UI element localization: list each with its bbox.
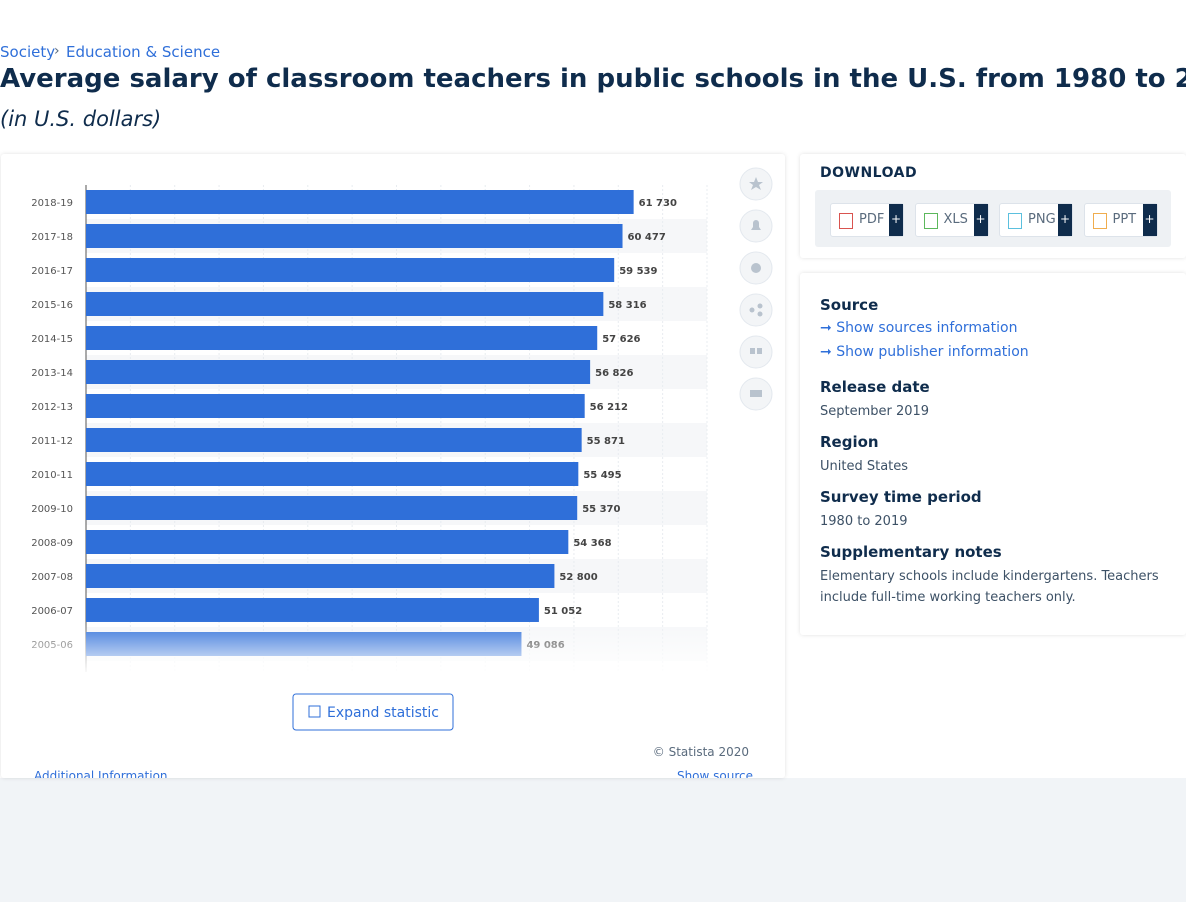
file-icon — [1008, 213, 1022, 229]
bar — [86, 292, 604, 316]
download-button[interactable]: PPT + — [1083, 203, 1158, 237]
format-label[interactable]: PDF — [859, 212, 885, 227]
detail-label: Survey time period — [820, 488, 982, 506]
data-label: 56 826 — [595, 368, 633, 379]
bar — [86, 462, 579, 486]
file-icon — [1092, 213, 1107, 229]
detail-value: Elementary schools include kindergartens… — [820, 569, 1159, 605]
bar — [86, 258, 615, 282]
data-label: 57 626 — [602, 334, 640, 345]
show-source[interactable]: Show source — [677, 769, 753, 778]
data-label: 54 368 — [573, 538, 611, 549]
breadcrumb[interactable]: Society — [0, 43, 56, 61]
y-tick-label: 2008-09 — [31, 538, 73, 549]
file-icon — [839, 213, 853, 229]
bar — [86, 360, 591, 384]
data-label: 61 730 — [639, 198, 677, 209]
expand-icon — [308, 705, 321, 718]
data-label: 51 052 — [544, 606, 582, 617]
copyright: © Statista 2020 — [653, 745, 749, 759]
data-label: 55 871 — [587, 436, 625, 447]
data-label: 60 477 — [628, 232, 666, 243]
plus[interactable]: + — [1058, 204, 1072, 236]
detail-label: Region — [820, 433, 879, 451]
data-label: 59 539 — [619, 266, 657, 277]
bar — [86, 564, 555, 588]
download-button[interactable]: XLS + — [914, 203, 989, 237]
data-label: 55 370 — [582, 504, 620, 515]
bar — [86, 428, 582, 452]
side-tools — [739, 167, 773, 411]
y-tick-label: 2011-12 — [31, 436, 73, 447]
subtitle: (in U.S. dollars) — [0, 107, 162, 131]
download-button[interactable]: PDF + — [830, 203, 904, 237]
detail-value: 1980 to 2019 — [820, 514, 908, 529]
data-label: 58 316 — [608, 300, 646, 311]
chart: 2018-19 61 730 2017-18 60 477 2016-17 59 539 2… — [1, 167, 773, 778]
data-label: 55 495 — [583, 470, 621, 481]
separator: › — [54, 43, 60, 59]
y-tick-label: 2006-07 — [31, 606, 73, 617]
file-icon — [923, 213, 938, 229]
data-label: 52 800 — [559, 572, 597, 583]
bar — [86, 224, 623, 248]
bar — [86, 530, 569, 554]
fade — [1, 620, 721, 676]
y-tick-label: 2016-17 — [31, 266, 73, 277]
y-tick-label: 2017-18 — [31, 232, 73, 243]
format-label[interactable]: PPT — [1112, 212, 1137, 227]
sources-link-text[interactable]: Show sources information — [836, 320, 1018, 336]
source-heading: Source — [820, 296, 879, 314]
format-label[interactable]: PNG — [1028, 212, 1056, 227]
data-label: 56 212 — [590, 402, 628, 413]
detail-label: Release date — [820, 378, 930, 396]
y-tick-label: 2009-10 — [31, 504, 73, 515]
y-tick-label: 2014-15 — [31, 334, 73, 345]
details-panel — [800, 273, 1186, 635]
expand-label[interactable]: Expand statistic — [327, 705, 439, 721]
title: Average salary of classroom teachers in … — [0, 64, 1186, 94]
bar — [86, 394, 585, 418]
publisher-link[interactable]: ➞ Show publisher information — [820, 344, 1029, 360]
plus[interactable]: + — [1142, 204, 1157, 236]
bar — [86, 496, 578, 520]
y-tick-label: 2012-13 — [31, 402, 73, 413]
background — [0, 778, 1186, 902]
plus[interactable]: + — [889, 204, 903, 236]
additional-info[interactable]: Additional Information — [34, 769, 168, 778]
y-tick-label: 2013-14 — [31, 368, 73, 379]
y-tick-label: 2007-08 — [31, 572, 73, 583]
publisher-link-text[interactable]: Show publisher information — [836, 344, 1029, 360]
bar — [86, 598, 539, 622]
format-label[interactable]: XLS — [943, 212, 968, 227]
download-button[interactable]: PNG + — [999, 203, 1073, 237]
bar — [86, 190, 634, 214]
y-tick-label: 2015-16 — [31, 300, 73, 311]
y-tick-label: 2018-19 — [31, 198, 73, 209]
tool-icons[interactable] — [749, 177, 763, 397]
sources-link[interactable]: ➞ Show sources information — [820, 320, 1018, 336]
detail-value: September 2019 — [820, 404, 930, 419]
expand-button[interactable] — [292, 693, 454, 731]
download-heading: DOWNLOAD — [820, 165, 918, 181]
plus[interactable]: + — [973, 204, 988, 236]
detail-value: United States — [820, 459, 909, 474]
bar — [86, 326, 598, 350]
detail-label: Supplementary notes — [820, 543, 1002, 561]
breadcrumb[interactable]: Education & Science — [66, 43, 221, 61]
y-tick-label: 2010-11 — [31, 470, 73, 481]
